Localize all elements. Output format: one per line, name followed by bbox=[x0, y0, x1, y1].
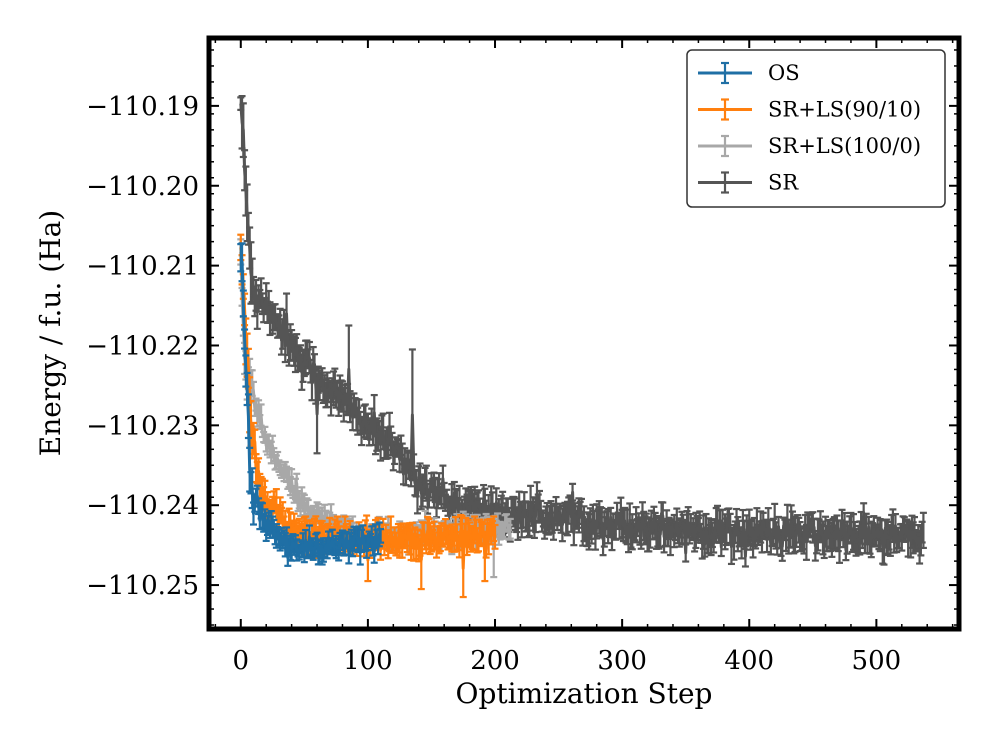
y-tick-label: −110.21 bbox=[86, 252, 199, 282]
legend-box bbox=[686, 49, 946, 208]
x-tick-label: 300 bbox=[597, 646, 647, 676]
x-tick-label: 500 bbox=[852, 646, 902, 676]
legend-entry: SR+LS(100/0) bbox=[698, 134, 921, 158]
series-line bbox=[239, 103, 925, 558]
x-tick-label: 400 bbox=[724, 646, 774, 676]
series-line bbox=[239, 247, 497, 570]
series-sr bbox=[237, 95, 927, 568]
legend-label: SR+LS(90/10) bbox=[768, 98, 921, 122]
series-line bbox=[239, 257, 382, 561]
y-tick-label: −110.23 bbox=[86, 411, 199, 441]
y-tick-label: −110.19 bbox=[86, 92, 199, 122]
series-layer bbox=[237, 95, 927, 599]
legend-label: SR bbox=[768, 171, 799, 195]
legend-label: OS bbox=[768, 61, 800, 85]
legend-label: SR+LS(100/0) bbox=[768, 134, 921, 158]
y-tick-label: −110.20 bbox=[86, 172, 199, 202]
legend-entry: OS bbox=[698, 61, 800, 85]
y-axis-label: Energy / f.u. (Ha) bbox=[34, 210, 67, 456]
legend-entry: SR+LS(90/10) bbox=[698, 98, 921, 122]
x-axis-label: Optimization Step bbox=[456, 677, 713, 710]
y-tick-label: −110.24 bbox=[86, 491, 199, 521]
legend-entry: SR bbox=[698, 171, 799, 195]
x-tick-label: 0 bbox=[233, 646, 250, 676]
series-os bbox=[237, 242, 385, 567]
legend: OS SR+LS(90/10) SR+LS(100/0) SR bbox=[686, 49, 946, 208]
y-tick-label: −110.25 bbox=[86, 571, 199, 601]
x-tick-label: 100 bbox=[343, 646, 393, 676]
ticks-layer: 0 100 200 300 400 500 −110.19 −110.20 −110.21 −11… bbox=[86, 38, 959, 676]
plot-frame bbox=[206, 35, 962, 632]
y-tick-label: −110.22 bbox=[86, 331, 199, 361]
x-tick-label: 200 bbox=[470, 646, 520, 676]
